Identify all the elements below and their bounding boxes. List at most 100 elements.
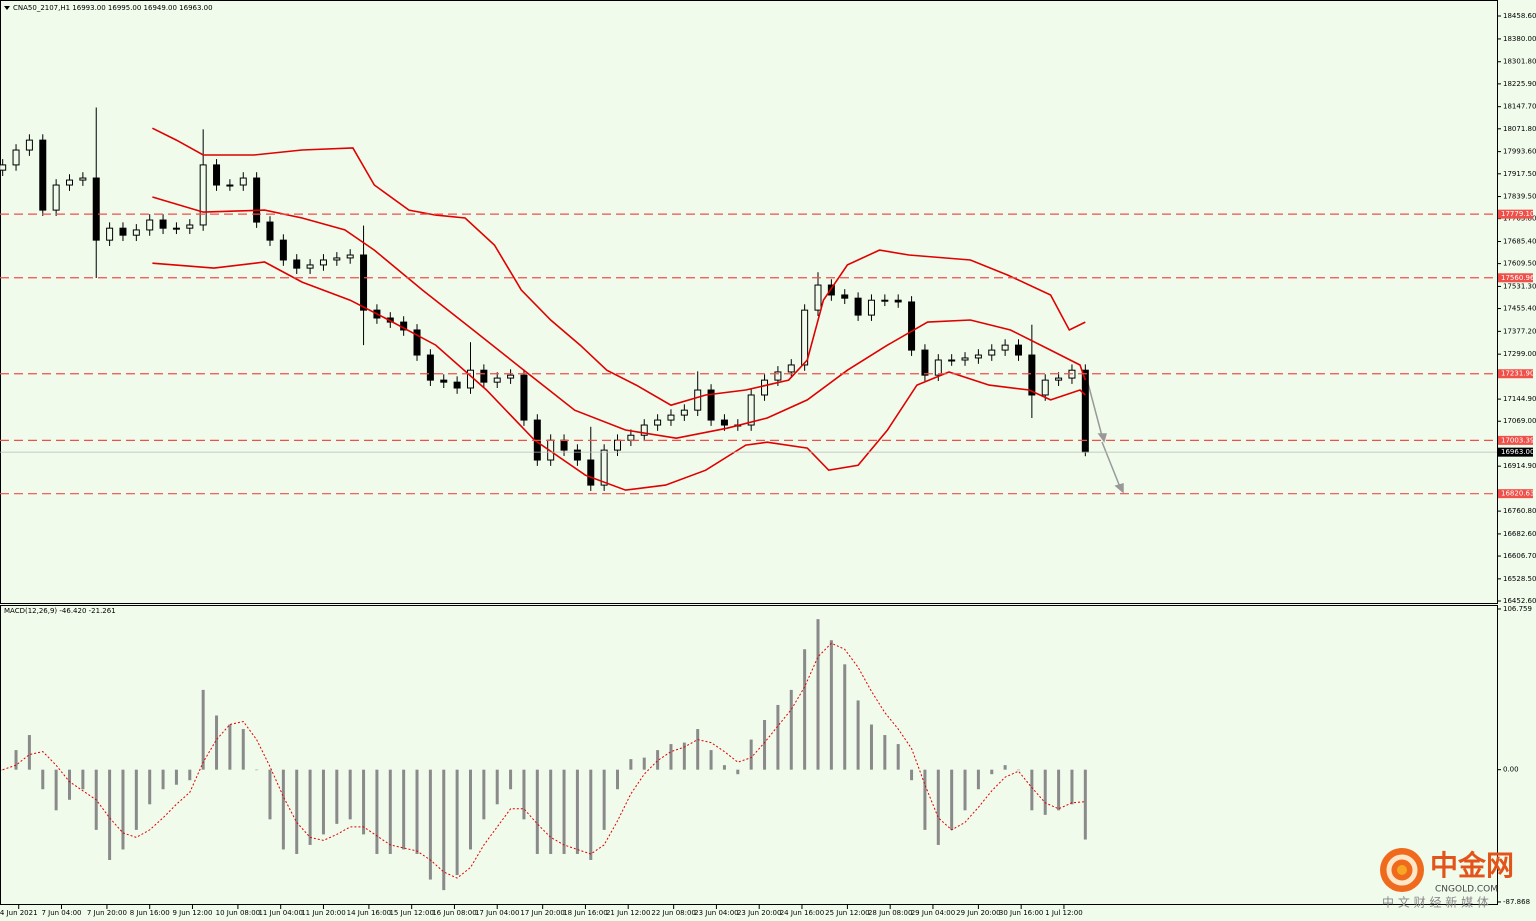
- macd-bar: [442, 769, 446, 891]
- macd-bar: [362, 769, 366, 835]
- macd-bar: [41, 769, 45, 790]
- watermark: 中金网 CNGOLD.COM 中 文 财 经 新 媒 体: [1380, 848, 1514, 910]
- y-tick-label: 18225.90: [1503, 80, 1536, 88]
- candle-body: [761, 379, 769, 396]
- macd-bar: [1016, 769, 1020, 771]
- y-tick-label: 17069.00: [1503, 417, 1536, 425]
- macd-bar: [468, 769, 472, 850]
- level-label: 17003.39: [1501, 436, 1534, 444]
- macd-bar: [910, 769, 914, 781]
- candle-body: [146, 219, 154, 231]
- x-tick-label: 17 Jun 04:00: [475, 909, 519, 917]
- candle-body: [346, 254, 354, 259]
- candle-body: [25, 139, 33, 151]
- macd-bar: [455, 769, 459, 876]
- candle-body: [827, 284, 835, 296]
- candle-body: [106, 227, 114, 241]
- candle-body: [921, 349, 929, 376]
- macd-bar: [575, 769, 579, 854]
- candle-body: [186, 224, 194, 229]
- menu-icon: [4, 6, 10, 10]
- candle-body: [747, 394, 755, 426]
- y-tick-label: 16528.50: [1503, 575, 1536, 583]
- macd-bar: [976, 769, 980, 790]
- x-tick-label: 8 Jun 16:00: [130, 909, 170, 917]
- y-tick-label: 0.00: [1503, 766, 1519, 774]
- macd-bar: [415, 769, 419, 854]
- candle-body: [600, 449, 608, 486]
- candle-body: [961, 357, 969, 361]
- candle-body: [894, 299, 902, 303]
- candle-body: [453, 381, 461, 389]
- macd-bar: [81, 769, 85, 790]
- candle-body: [306, 264, 314, 269]
- macd-bar: [803, 649, 807, 770]
- bollinger-band: [152, 261, 1086, 491]
- macd-bar: [629, 759, 633, 770]
- macd-title: MACD(12,26,9) -46.420 -21.261: [4, 607, 116, 615]
- macd-bar: [308, 769, 312, 845]
- candle-body: [627, 434, 635, 441]
- macd-bar: [27, 735, 31, 770]
- candle-body: [974, 354, 982, 359]
- x-tick-label: 4 Jun 2021: [0, 909, 38, 917]
- macd-bar: [656, 750, 660, 770]
- candle-body: [881, 299, 889, 302]
- macd-bar: [883, 735, 887, 770]
- candle-body: [787, 364, 795, 373]
- candle-body: [239, 177, 247, 186]
- x-tick-label: 25 Jun 12:00: [825, 909, 869, 917]
- y-tick-label: 16606.70: [1503, 552, 1536, 560]
- x-tick-label: 21 Jun 12:00: [606, 909, 650, 917]
- candle-body: [814, 284, 822, 311]
- macd-bar: [709, 750, 713, 770]
- y-tick-label: 106.759: [1503, 605, 1532, 613]
- macd-bar: [763, 720, 767, 770]
- y-tick-label: 17531.30: [1503, 282, 1536, 290]
- candle-body: [119, 227, 127, 236]
- y-tick-label: 18071.80: [1503, 125, 1536, 133]
- y-tick-label: 17299.00: [1503, 350, 1536, 358]
- arrow-head: [1097, 433, 1107, 443]
- y-tick-label: 18301.80: [1503, 58, 1536, 66]
- y-tick-label: 16760.80: [1503, 507, 1536, 515]
- candle-body: [480, 369, 488, 383]
- macd-bar: [295, 769, 299, 854]
- candle-body: [854, 297, 862, 316]
- macd-bar: [1003, 765, 1007, 770]
- macd-bar: [1, 769, 5, 771]
- macd-bar: [1083, 769, 1087, 840]
- candle-body: [640, 424, 648, 436]
- x-tick-label: 29 Jun 20:00: [956, 909, 1000, 917]
- candle-body: [694, 389, 702, 411]
- macd-bar: [562, 769, 566, 854]
- macd-bar: [856, 700, 860, 770]
- candle-body: [988, 349, 996, 356]
- candle-body: [39, 139, 47, 211]
- macd-bar: [722, 765, 726, 770]
- candle-body: [92, 177, 100, 241]
- macd-bar: [241, 729, 245, 770]
- watermark-site: CNGOLD.COM: [1435, 885, 1498, 895]
- level-box: [1498, 209, 1533, 219]
- macd-bar: [134, 769, 138, 830]
- macd-bar: [482, 769, 486, 820]
- macd-bar: [896, 744, 900, 770]
- macd-bar: [535, 769, 539, 854]
- candle-body: [720, 419, 728, 426]
- y-tick-label: 17993.60: [1503, 148, 1536, 156]
- macd-bar: [201, 689, 205, 770]
- chart-title: CNA50_2107,H1 16993.00 16995.00 16949.00…: [13, 4, 213, 12]
- x-tick-label: 11 Jun 20:00: [301, 909, 345, 917]
- level-box: [1498, 489, 1533, 499]
- candle-body: [413, 329, 421, 356]
- macd-bar: [669, 744, 673, 770]
- macd-bar: [549, 769, 553, 854]
- candle-body: [667, 414, 675, 421]
- macd-bar: [1043, 769, 1047, 815]
- macd-signal: [2, 642, 1086, 879]
- watermark-tagline: 中 文 财 经 新 媒 体: [1382, 895, 1489, 910]
- candle-body: [507, 374, 515, 379]
